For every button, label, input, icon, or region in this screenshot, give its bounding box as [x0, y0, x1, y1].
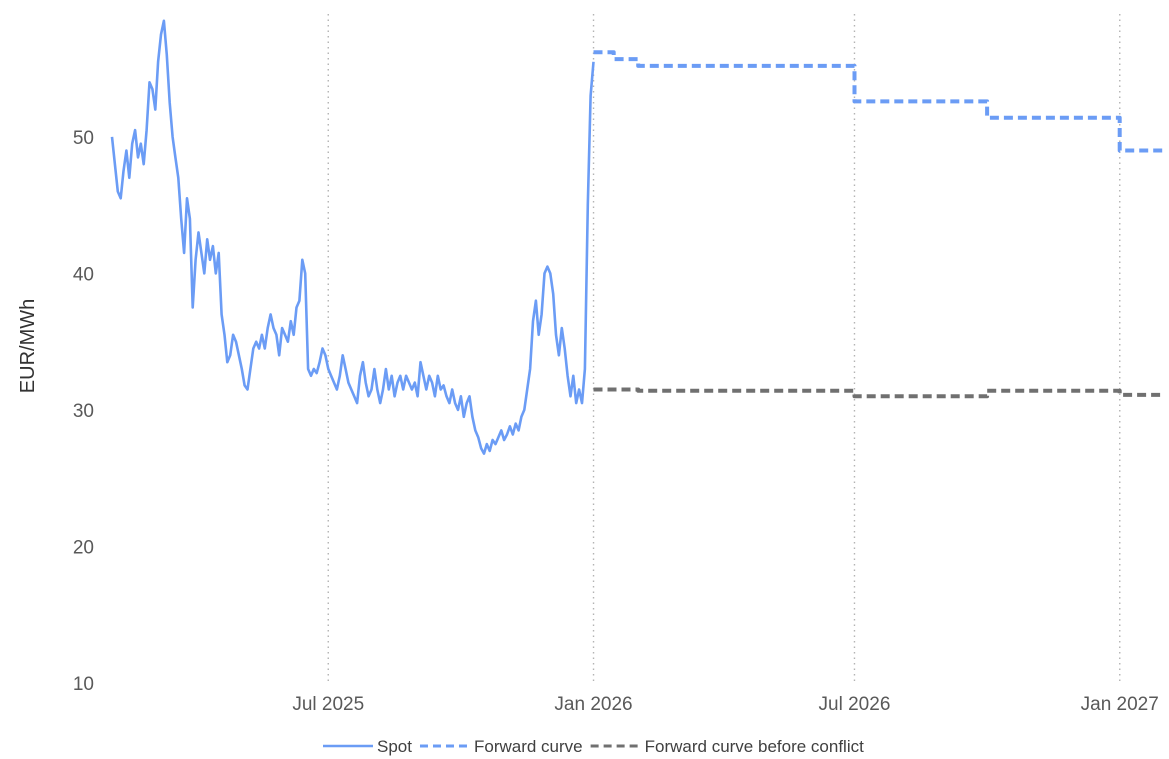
- x-tick-label-1: Jan 2026: [554, 694, 632, 715]
- y-tick-label-1: 20: [73, 537, 94, 558]
- x-tick-label-0: Jul 2025: [292, 694, 364, 715]
- legend-label-2: Forward curve before conflict: [645, 737, 864, 756]
- y-axis-title: EUR/MWh: [17, 299, 39, 393]
- series-line-spot: [110, 19, 595, 455]
- x-tick-label-3: Jan 2027: [1081, 694, 1159, 715]
- y-tick-label-0: 10: [73, 674, 94, 695]
- y-tick-label-4: 50: [73, 128, 94, 149]
- legend-label-1: Forward curve: [474, 737, 583, 756]
- series-layer: [110, 19, 1163, 455]
- series-line-forward-curve-before-conflict: [593, 387, 1163, 399]
- x-tick-label-2: Jul 2026: [819, 694, 891, 715]
- y-tick-label-3: 40: [73, 264, 94, 285]
- x-axis-ticks: Jul 2025 Jan 2026 Jul 2026 Jan 2027: [292, 694, 1159, 715]
- gridlines: [327, 14, 1121, 683]
- legend-label-0: Spot: [377, 737, 412, 756]
- y-tick-label-2: 30: [73, 401, 94, 422]
- series-line-forward-curve: [593, 50, 1163, 153]
- legend: Spot Forward curve Forward curve before co…: [323, 737, 864, 756]
- y-axis-ticks: 10 20 30 40 50: [73, 128, 94, 695]
